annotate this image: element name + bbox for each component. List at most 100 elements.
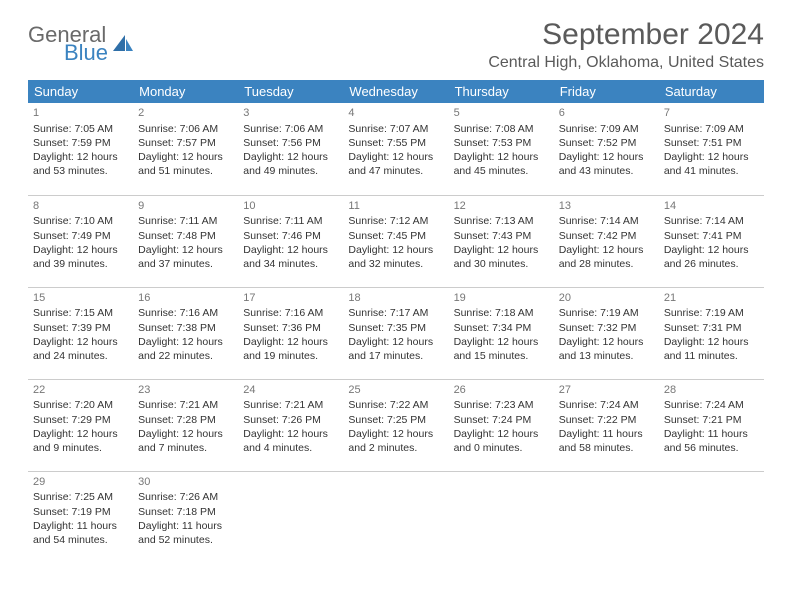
day-number: 27 — [559, 383, 654, 398]
calendar-row: 1Sunrise: 7:05 AMSunset: 7:59 PMDaylight… — [28, 103, 764, 195]
day-number: 18 — [348, 291, 443, 306]
sunrise-line: Sunrise: 7:14 AM — [559, 214, 654, 228]
calendar-cell: 21Sunrise: 7:19 AMSunset: 7:31 PMDayligh… — [659, 287, 764, 379]
logo-word-2: Blue — [64, 42, 108, 64]
sunrise-line: Sunrise: 7:14 AM — [664, 214, 759, 228]
daylight-line: Daylight: 12 hours and 32 minutes. — [348, 243, 443, 271]
daylight-line: Daylight: 12 hours and 22 minutes. — [138, 335, 233, 363]
sunrise-line: Sunrise: 7:20 AM — [33, 398, 128, 412]
sunrise-line: Sunrise: 7:22 AM — [348, 398, 443, 412]
calendar-cell: 16Sunrise: 7:16 AMSunset: 7:38 PMDayligh… — [133, 287, 238, 379]
sunrise-line: Sunrise: 7:13 AM — [454, 214, 549, 228]
day-number: 20 — [559, 291, 654, 306]
sunset-line: Sunset: 7:57 PM — [138, 136, 233, 150]
calendar-cell: 7Sunrise: 7:09 AMSunset: 7:51 PMDaylight… — [659, 103, 764, 195]
sunrise-line: Sunrise: 7:25 AM — [33, 490, 128, 504]
sunrise-line: Sunrise: 7:09 AM — [559, 122, 654, 136]
daylight-line: Daylight: 12 hours and 41 minutes. — [664, 150, 759, 178]
sunrise-line: Sunrise: 7:09 AM — [664, 122, 759, 136]
sunrise-line: Sunrise: 7:10 AM — [33, 214, 128, 228]
day-number: 23 — [138, 383, 233, 398]
sunrise-line: Sunrise: 7:17 AM — [348, 306, 443, 320]
sunset-line: Sunset: 7:26 PM — [243, 413, 338, 427]
daylight-line: Daylight: 12 hours and 28 minutes. — [559, 243, 654, 271]
calendar-cell-empty — [659, 471, 764, 563]
sunset-line: Sunset: 7:56 PM — [243, 136, 338, 150]
sunrise-line: Sunrise: 7:05 AM — [33, 122, 128, 136]
sunrise-line: Sunrise: 7:23 AM — [454, 398, 549, 412]
daylight-line: Daylight: 12 hours and 9 minutes. — [33, 427, 128, 455]
sunset-line: Sunset: 7:19 PM — [33, 505, 128, 519]
day-number: 9 — [138, 199, 233, 214]
calendar-cell: 10Sunrise: 7:11 AMSunset: 7:46 PMDayligh… — [238, 195, 343, 287]
daylight-line: Daylight: 12 hours and 15 minutes. — [454, 335, 549, 363]
sunset-line: Sunset: 7:18 PM — [138, 505, 233, 519]
calendar-cell-empty — [449, 471, 554, 563]
sunset-line: Sunset: 7:22 PM — [559, 413, 654, 427]
calendar-cell: 11Sunrise: 7:12 AMSunset: 7:45 PMDayligh… — [343, 195, 448, 287]
day-number: 25 — [348, 383, 443, 398]
sunset-line: Sunset: 7:32 PM — [559, 321, 654, 335]
day-number: 10 — [243, 199, 338, 214]
calendar-cell: 28Sunrise: 7:24 AMSunset: 7:21 PMDayligh… — [659, 379, 764, 471]
daylight-line: Daylight: 11 hours and 58 minutes. — [559, 427, 654, 455]
calendar-cell: 18Sunrise: 7:17 AMSunset: 7:35 PMDayligh… — [343, 287, 448, 379]
sunset-line: Sunset: 7:36 PM — [243, 321, 338, 335]
day-number: 17 — [243, 291, 338, 306]
daylight-line: Daylight: 12 hours and 17 minutes. — [348, 335, 443, 363]
calendar-cell: 23Sunrise: 7:21 AMSunset: 7:28 PMDayligh… — [133, 379, 238, 471]
calendar-row: 29Sunrise: 7:25 AMSunset: 7:19 PMDayligh… — [28, 471, 764, 563]
daylight-line: Daylight: 12 hours and 2 minutes. — [348, 427, 443, 455]
calendar-cell-empty — [554, 471, 659, 563]
sunrise-line: Sunrise: 7:19 AM — [559, 306, 654, 320]
sail-icon — [111, 33, 135, 58]
sunset-line: Sunset: 7:52 PM — [559, 136, 654, 150]
calendar-row: 15Sunrise: 7:15 AMSunset: 7:39 PMDayligh… — [28, 287, 764, 379]
calendar-cell: 24Sunrise: 7:21 AMSunset: 7:26 PMDayligh… — [238, 379, 343, 471]
logo: General Blue — [28, 24, 135, 64]
calendar-cell: 1Sunrise: 7:05 AMSunset: 7:59 PMDaylight… — [28, 103, 133, 195]
daylight-line: Daylight: 11 hours and 54 minutes. — [33, 519, 128, 547]
day-number: 2 — [138, 106, 233, 121]
sunset-line: Sunset: 7:41 PM — [664, 229, 759, 243]
day-number: 6 — [559, 106, 654, 121]
sunset-line: Sunset: 7:53 PM — [454, 136, 549, 150]
sunrise-line: Sunrise: 7:11 AM — [138, 214, 233, 228]
sunset-line: Sunset: 7:38 PM — [138, 321, 233, 335]
location-subtitle: Central High, Oklahoma, United States — [488, 54, 764, 72]
daylight-line: Daylight: 12 hours and 53 minutes. — [33, 150, 128, 178]
day-number: 8 — [33, 199, 128, 214]
sunrise-line: Sunrise: 7:21 AM — [138, 398, 233, 412]
day-number: 14 — [664, 199, 759, 214]
daylight-line: Daylight: 12 hours and 13 minutes. — [559, 335, 654, 363]
sunrise-line: Sunrise: 7:26 AM — [138, 490, 233, 504]
calendar-cell: 29Sunrise: 7:25 AMSunset: 7:19 PMDayligh… — [28, 471, 133, 563]
calendar-cell: 26Sunrise: 7:23 AMSunset: 7:24 PMDayligh… — [449, 379, 554, 471]
day-header: Friday — [554, 80, 659, 103]
sunset-line: Sunset: 7:42 PM — [559, 229, 654, 243]
sunset-line: Sunset: 7:28 PM — [138, 413, 233, 427]
calendar-cell-empty — [343, 471, 448, 563]
day-number: 21 — [664, 291, 759, 306]
calendar-cell: 14Sunrise: 7:14 AMSunset: 7:41 PMDayligh… — [659, 195, 764, 287]
calendar-cell-empty — [238, 471, 343, 563]
day-number: 16 — [138, 291, 233, 306]
sunset-line: Sunset: 7:29 PM — [33, 413, 128, 427]
daylight-line: Daylight: 12 hours and 4 minutes. — [243, 427, 338, 455]
sunrise-line: Sunrise: 7:06 AM — [243, 122, 338, 136]
daylight-line: Daylight: 12 hours and 34 minutes. — [243, 243, 338, 271]
day-header: Saturday — [659, 80, 764, 103]
sunrise-line: Sunrise: 7:07 AM — [348, 122, 443, 136]
calendar-cell: 15Sunrise: 7:15 AMSunset: 7:39 PMDayligh… — [28, 287, 133, 379]
day-number: 28 — [664, 383, 759, 398]
daylight-line: Daylight: 12 hours and 39 minutes. — [33, 243, 128, 271]
daylight-line: Daylight: 12 hours and 45 minutes. — [454, 150, 549, 178]
calendar-cell: 12Sunrise: 7:13 AMSunset: 7:43 PMDayligh… — [449, 195, 554, 287]
day-number: 4 — [348, 106, 443, 121]
calendar-cell: 5Sunrise: 7:08 AMSunset: 7:53 PMDaylight… — [449, 103, 554, 195]
day-number: 30 — [138, 475, 233, 490]
day-header: Wednesday — [343, 80, 448, 103]
sunset-line: Sunset: 7:46 PM — [243, 229, 338, 243]
sunrise-line: Sunrise: 7:06 AM — [138, 122, 233, 136]
sunrise-line: Sunrise: 7:21 AM — [243, 398, 338, 412]
